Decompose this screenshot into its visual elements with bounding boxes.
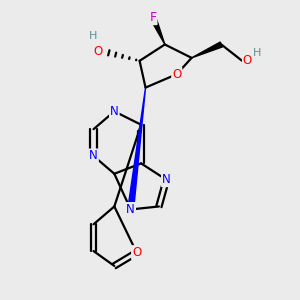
Text: N: N — [162, 173, 171, 186]
Text: O: O — [172, 68, 182, 81]
Text: H: H — [253, 48, 261, 59]
Text: F: F — [149, 11, 157, 24]
Polygon shape — [192, 42, 222, 58]
Polygon shape — [128, 88, 146, 210]
Text: N: N — [126, 203, 135, 216]
Text: O: O — [93, 45, 103, 58]
Text: N: N — [89, 149, 98, 162]
Polygon shape — [150, 16, 165, 44]
Text: N: N — [110, 105, 119, 118]
Text: H: H — [89, 31, 98, 40]
Text: O: O — [132, 246, 141, 259]
Text: O: O — [243, 54, 252, 67]
